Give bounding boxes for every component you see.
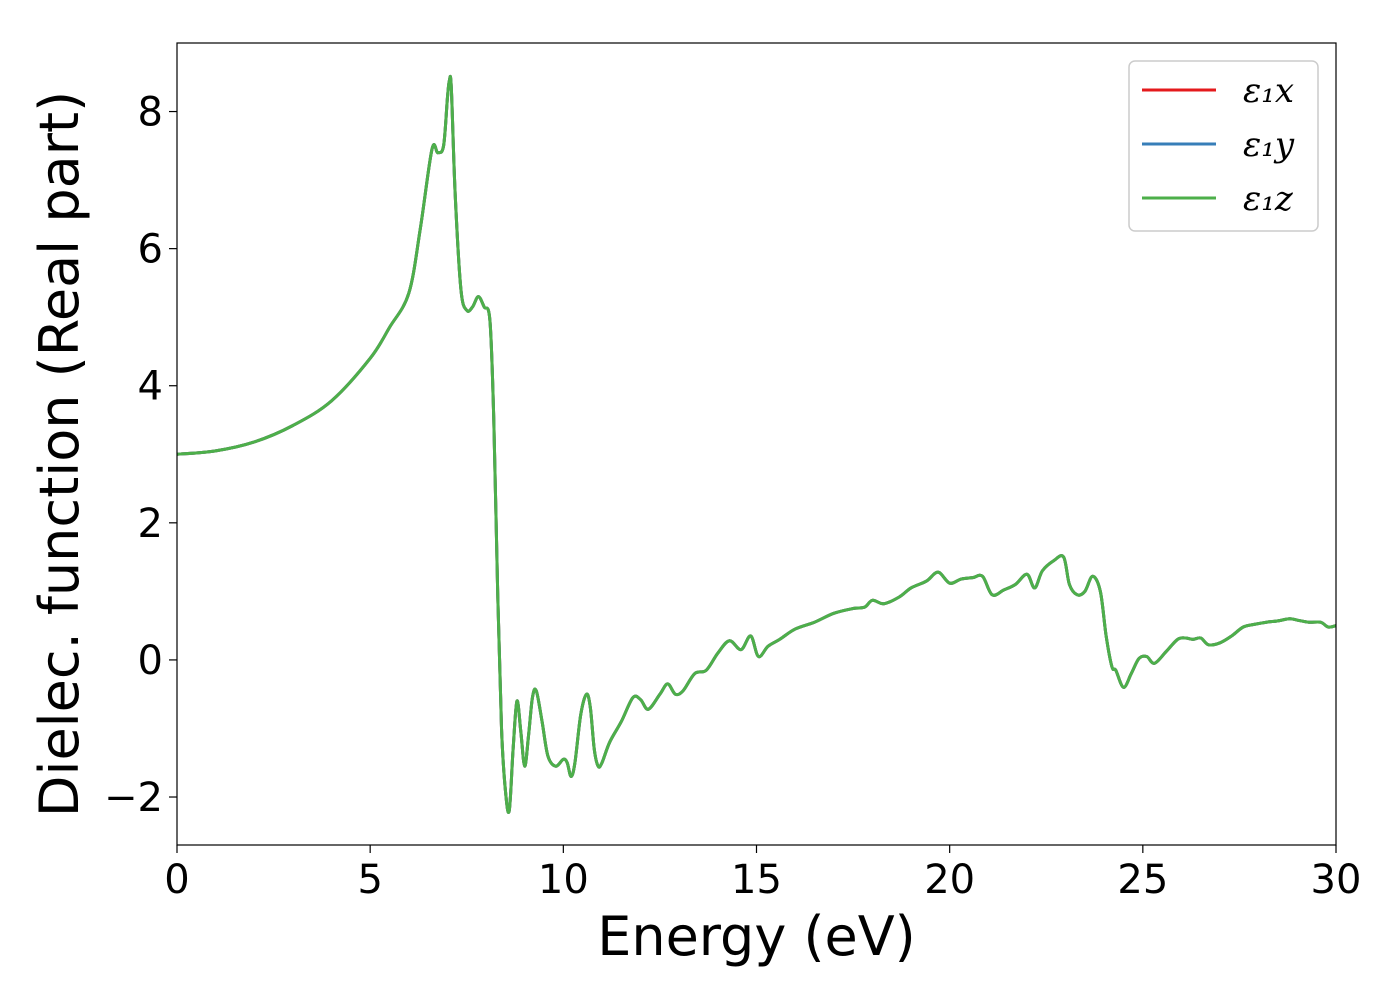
- x-tick-label: 0: [164, 857, 189, 903]
- x-axis-ticks: 0 5 10 15 20 25 30: [164, 845, 1361, 903]
- x-tick-label: 5: [357, 857, 382, 903]
- legend-label-epsilon1-y: ε₁y: [1243, 125, 1295, 165]
- y-tick-label: 6: [138, 227, 163, 273]
- x-tick-label: 30: [1311, 857, 1362, 903]
- y-axis-title: Dielec. function (Real part): [28, 91, 91, 817]
- x-tick-label: 15: [731, 857, 782, 903]
- y-axis-ticks: −2 0 2 4 6 8: [104, 90, 177, 821]
- y-tick-label: 8: [138, 90, 163, 136]
- x-axis-title: Energy (eV): [597, 905, 916, 968]
- y-tick-label: −2: [104, 775, 163, 821]
- legend-label-epsilon1-x: ε₁x: [1243, 71, 1294, 111]
- x-tick-label: 10: [538, 857, 589, 903]
- legend-label-epsilon1-z: ε₁z: [1243, 179, 1294, 219]
- legend: ε₁x ε₁y ε₁z: [1128, 60, 1319, 232]
- x-tick-label: 20: [924, 857, 975, 903]
- series-layer: [176, 74, 1337, 814]
- series-line-epsilon1-z: [176, 74, 1337, 814]
- y-tick-label: 0: [138, 638, 163, 684]
- legend-box: [1128, 60, 1319, 232]
- y-tick-label: 2: [138, 501, 163, 547]
- x-tick-label: 25: [1117, 857, 1168, 903]
- y-tick-label: 4: [138, 364, 163, 410]
